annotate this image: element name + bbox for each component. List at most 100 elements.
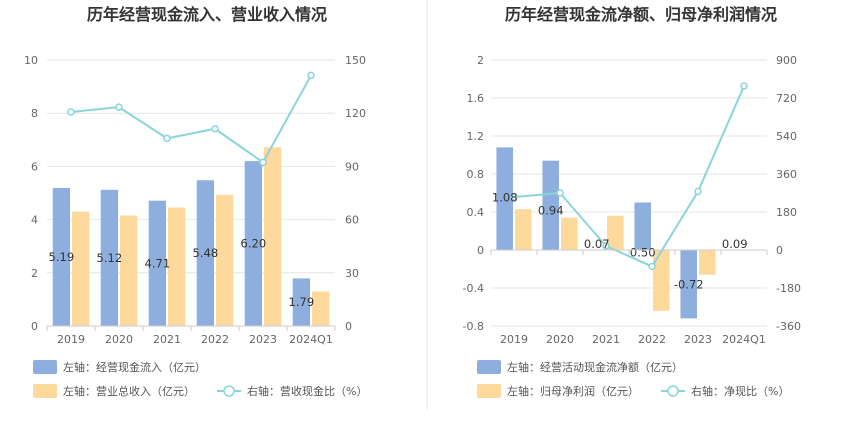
right-axis-tick: 900 (776, 54, 797, 67)
legend-label: 左轴：归母净利润（亿元） (507, 384, 639, 398)
bar-secondary (72, 211, 90, 326)
left-axis-tick: 10 (24, 54, 38, 67)
data-label: 5.12 (97, 251, 123, 265)
x-axis-tick: 2024Q1 (722, 333, 766, 346)
data-labels: 5.19 5.12 4.71 5.48 6.20 1.79 (49, 237, 315, 310)
data-label: 5.19 (49, 250, 75, 264)
bar-primary (542, 160, 559, 250)
grid-lines (47, 59, 335, 327)
legend-line-marker (223, 385, 235, 397)
bar-primary (100, 189, 118, 326)
data-label: 1.08 (492, 190, 518, 204)
line-point (307, 71, 315, 80)
left-axis-tick: 0 (31, 320, 38, 333)
data-label: -0.72 (674, 277, 704, 291)
left-axis-tick: 0.8 (467, 168, 485, 181)
line-point (556, 189, 564, 197)
bar-secondary (607, 215, 624, 250)
chart-panel-cash-inflow-revenue: 历年经营现金流入、营业收入情况 5.19 5.12 4.71 5.48 6.20 1.79… (24, 5, 367, 398)
x-axis-tick: 2023 (249, 333, 277, 346)
line-point (648, 262, 656, 271)
x-axis-tick: 2022 (201, 333, 229, 346)
x-axis-tick: 2022 (638, 333, 666, 346)
x-axis-tick: 2020 (546, 333, 574, 346)
left-axis-tick: 2 (31, 267, 38, 280)
legend-swatch (477, 360, 501, 374)
line-point (115, 103, 123, 111)
ratio-line-path (70, 74, 312, 164)
legend-label: 右轴：营收现金比（%） (247, 384, 367, 398)
x-axis-tick: 2021 (592, 333, 620, 346)
legend-swatch (33, 360, 57, 374)
bar-secondary (312, 291, 330, 326)
right-axis-tick: 30 (345, 267, 359, 280)
right-axis-tick: 180 (776, 206, 797, 219)
ratio-line-path (513, 85, 745, 268)
line-point (211, 125, 219, 133)
bar-primary (148, 200, 166, 326)
bar-primary (496, 147, 513, 250)
data-label: 5.48 (193, 246, 219, 260)
chart-title: 历年经营现金流净额、归母净利润情况 (505, 5, 777, 24)
right-axis-tick: 90 (345, 160, 359, 173)
left-axis-tick: -0.8 (463, 320, 484, 333)
legend-label: 右轴：净现比（%） (691, 384, 789, 398)
grid-lines (491, 59, 767, 327)
x-axis-tick: 2023 (684, 333, 712, 346)
data-label: 1.79 (289, 295, 315, 309)
legend-label: 左轴：营业总收入（亿元） (63, 384, 195, 398)
line-point (694, 187, 702, 196)
left-axis-tick: 2 (477, 54, 484, 67)
x-axis-tick: 2020 (105, 333, 133, 346)
bar-secondary (264, 147, 282, 326)
bar-secondary (515, 209, 532, 250)
data-label: 4.71 (145, 256, 171, 270)
axes: 0 2 4 6 8 10 0 30 60 90 120 150 2019 2020 2021 2022 2023… (24, 54, 366, 346)
legend: 左轴：经营活动现金流净额（亿元） 左轴：归母净利润（亿元） 右轴：净现比（%） (477, 360, 789, 398)
x-axis-tick: 2024Q1 (289, 333, 333, 346)
right-axis-tick: 120 (345, 107, 366, 120)
line-point (510, 193, 518, 201)
left-axis-tick: 0.4 (467, 206, 485, 219)
right-axis-tick: -180 (776, 282, 801, 295)
data-label: 0.07 (584, 237, 610, 251)
bar-secondary (216, 194, 234, 326)
bars (496, 147, 716, 319)
line-point (602, 242, 610, 250)
right-axis-tick: 360 (776, 168, 797, 181)
bar-secondary (699, 250, 716, 275)
right-axis-tick: 0 (345, 320, 352, 333)
data-label: 0.09 (722, 237, 748, 251)
left-axis-tick: 8 (31, 107, 38, 120)
left-axis-tick: 6 (31, 160, 38, 173)
data-label: 0.50 (630, 246, 656, 260)
bar-primary (680, 250, 697, 319)
line-point (740, 82, 748, 90)
bar-primary (196, 180, 214, 326)
right-axis-tick: 150 (345, 54, 366, 67)
legend-line-marker (667, 385, 679, 397)
bar-secondary (120, 215, 138, 326)
bar-primary (292, 278, 310, 326)
axes: -0.8 -0.4 0 0.4 0.8 1.2 1.6 2 -360 -180 0 180 360 540… (463, 54, 801, 346)
data-label: 6.20 (241, 237, 267, 251)
right-axis-tick: -360 (776, 320, 801, 333)
ratio-line (510, 82, 748, 271)
x-axis-tick: 2019 (57, 333, 85, 346)
line-point (163, 134, 171, 143)
data-label: 0.94 (538, 204, 564, 218)
bar-primary (52, 187, 70, 326)
right-axis-tick: 540 (776, 130, 797, 143)
left-axis-tick: 0 (477, 244, 484, 257)
bar-secondary (561, 217, 578, 250)
x-axis-tick: 2019 (500, 333, 528, 346)
bar-primary (244, 161, 262, 326)
line-point (67, 108, 75, 116)
line-point (259, 158, 267, 167)
legend-label: 左轴：经营现金流入（亿元） (63, 360, 206, 374)
ratio-line (67, 71, 315, 167)
legend-label: 左轴：经营活动现金流净额（亿元） (507, 360, 683, 374)
legend: 左轴：经营现金流入（亿元） 左轴：营业总收入（亿元） 右轴：营收现金比（%） (33, 360, 367, 398)
x-axis-tick: 2021 (153, 333, 181, 346)
right-axis-tick: 60 (345, 214, 359, 227)
